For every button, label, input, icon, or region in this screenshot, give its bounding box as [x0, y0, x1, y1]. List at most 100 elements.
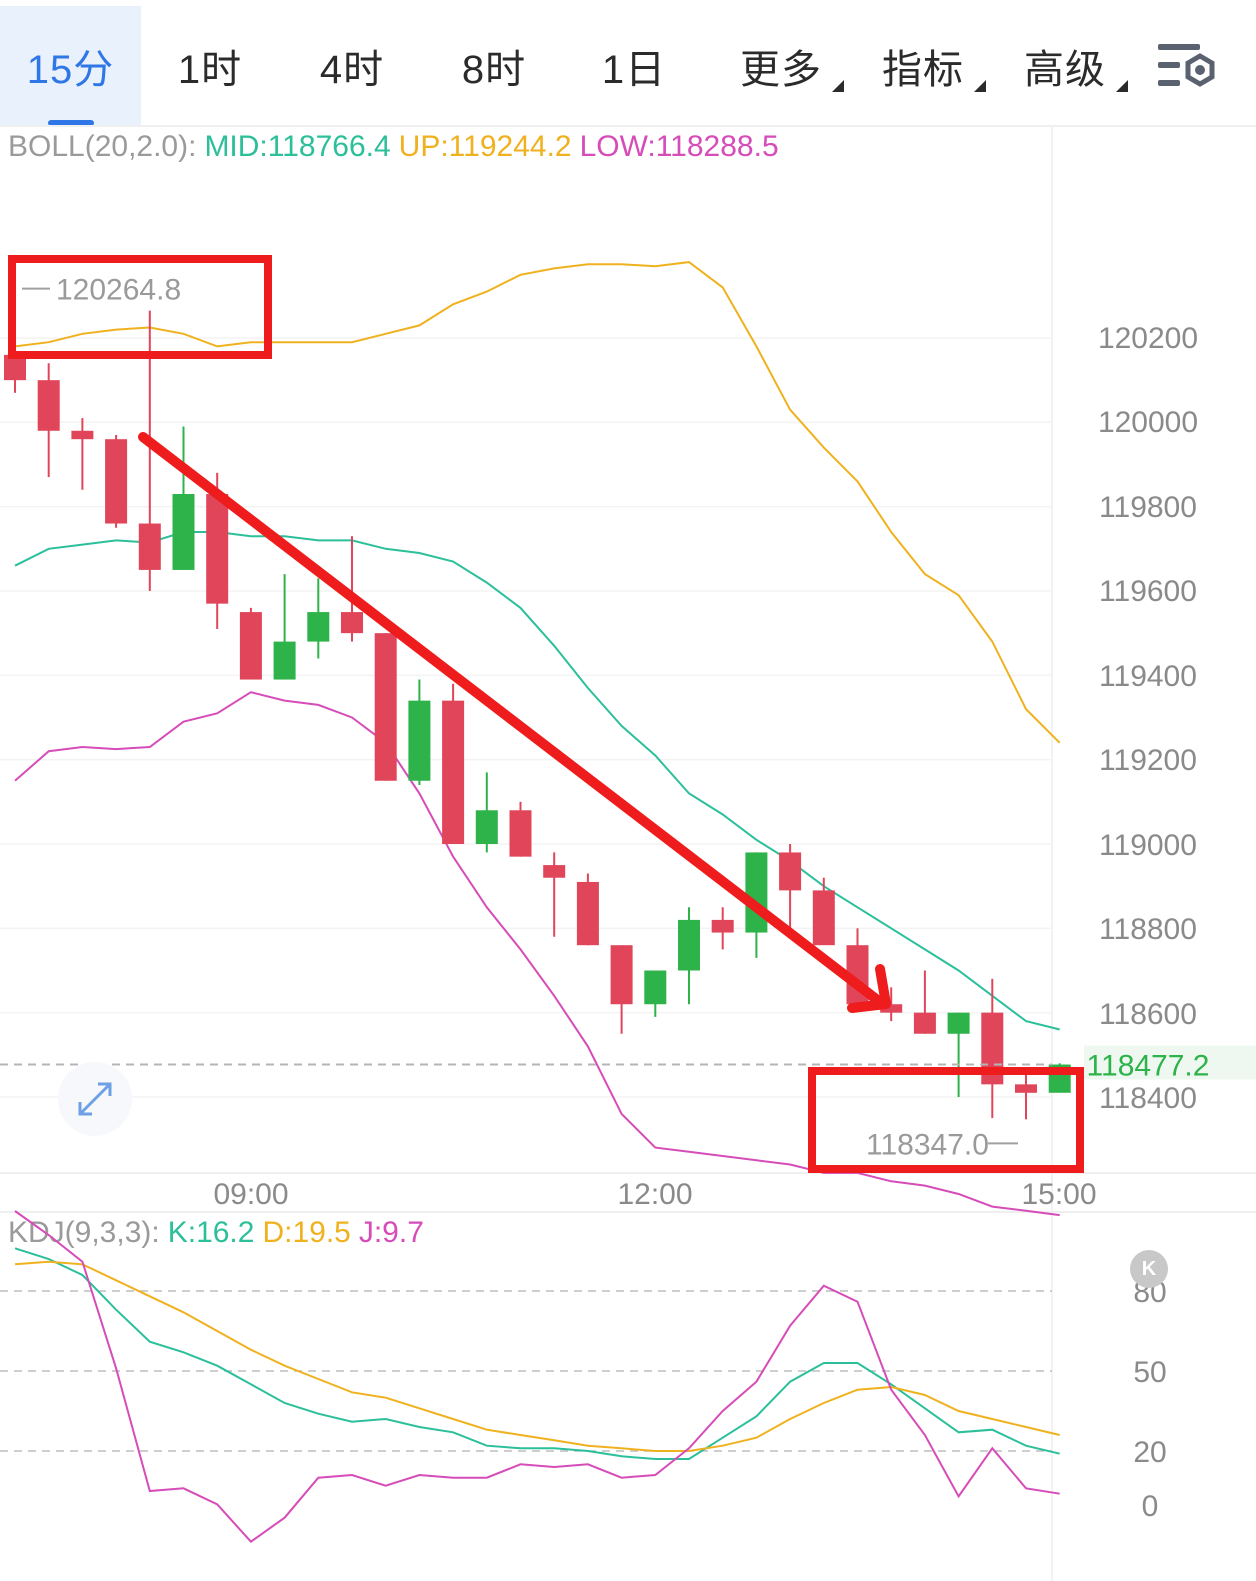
- candle: [711, 907, 734, 950]
- kdj-lines: [14, 1210, 1060, 1544]
- boll-up-value: UP:119244.2: [398, 130, 572, 163]
- tab-advanced-dropdown[interactable]: 高级: [1006, 6, 1128, 126]
- candle-body: [239, 612, 262, 680]
- tab-label: 指标: [882, 48, 964, 92]
- timeframe-tab-bar: 15分 1时 4时 8时 1日 更多 指标 高级: [0, 0, 1256, 126]
- k-badge-icon[interactable]: K: [1130, 1250, 1168, 1288]
- price-tick: 119400: [1099, 660, 1197, 693]
- candle: [543, 852, 566, 937]
- price-tick: 119600: [1099, 575, 1197, 608]
- candle-body: [1015, 1084, 1037, 1093]
- candle: [71, 418, 94, 490]
- boll-lower-line: [14, 691, 1060, 1217]
- candle: [374, 633, 397, 781]
- candle-body: [880, 1004, 903, 1013]
- tab-indicators-dropdown[interactable]: 指标: [864, 6, 986, 126]
- candle: [576, 873, 599, 946]
- candle-body: [408, 700, 431, 781]
- tab-8h[interactable]: 8时: [434, 6, 554, 126]
- price-tick: 119200: [1099, 744, 1197, 777]
- candle: [779, 844, 802, 929]
- kdj-d-value: D:19.5: [262, 1216, 351, 1249]
- low-price-marker: 118347.0: [866, 1128, 1018, 1161]
- candle: [37, 363, 60, 478]
- candle: [812, 877, 835, 946]
- candle-body: [711, 919, 734, 933]
- indicator-settings-icon: [1158, 44, 1215, 87]
- candle-body: [442, 700, 465, 844]
- candle: [172, 426, 195, 570]
- high-price-marker: 120264.8: [22, 274, 181, 307]
- price-tick: 119000: [1099, 829, 1197, 862]
- price-axis: 120200 120000 119800 119600 119400 11920…: [1098, 322, 1198, 1115]
- candle: [105, 434, 128, 528]
- expand-chart-button[interactable]: [58, 1062, 132, 1136]
- candle: [678, 907, 700, 1005]
- time-tick: 12:00: [617, 1178, 692, 1211]
- kdj-tick: 50: [1133, 1356, 1166, 1389]
- boll-label: BOLL(20,2.0):: [8, 130, 197, 163]
- tab-15min[interactable]: 15分: [0, 6, 141, 126]
- kdj-gridlines: [0, 1290, 1052, 1452]
- candle: [475, 772, 498, 853]
- candle-body: [913, 1012, 936, 1034]
- kdj-tick: 0: [1142, 1490, 1159, 1523]
- dropdown-caret-icon: [832, 80, 844, 92]
- candle-body: [576, 881, 599, 946]
- tab-label: 更多: [740, 48, 822, 92]
- kdj-indicator-header: KDJ(9,3,3): K:16.2 D:19.5 J:9.7: [8, 1216, 432, 1250]
- current-price-label: 118477.2: [1087, 1049, 1210, 1082]
- boll-mid-line: [14, 531, 1060, 1031]
- tab-1h[interactable]: 1时: [150, 6, 270, 126]
- candle-body: [71, 430, 94, 440]
- kdj-k-line: [14, 1247, 1060, 1460]
- tab-label: 4时: [319, 48, 385, 92]
- tab-label: 高级: [1024, 48, 1106, 92]
- boll-indicator-header: BOLL(20,2.0): MID:118766.4 UP:119244.2 LOW:…: [8, 130, 787, 164]
- kdj-j-value: J:9.7: [358, 1216, 424, 1249]
- tab-4h[interactable]: 4时: [292, 6, 412, 126]
- tab-more-dropdown[interactable]: 更多: [722, 6, 844, 126]
- candle: [981, 978, 1004, 1119]
- indicator-settings-button[interactable]: [1156, 40, 1220, 96]
- downtrend-arrow-shaft: [138, 432, 885, 1007]
- candle: [408, 679, 431, 785]
- dropdown-caret-icon: [974, 80, 986, 92]
- candle-body: [475, 810, 498, 844]
- candle: [947, 1012, 970, 1097]
- candle-body: [374, 633, 397, 781]
- dropdown-caret-icon: [1116, 80, 1128, 92]
- candle-body: [509, 810, 532, 857]
- candle-body: [172, 494, 195, 570]
- candle-body: [543, 865, 566, 878]
- candle: [307, 578, 330, 659]
- candle-body: [678, 919, 700, 971]
- candle: [610, 945, 633, 1034]
- annotations: [8, 255, 1084, 1173]
- tab-1d[interactable]: 1日: [574, 6, 694, 126]
- time-axis: 09:00 12:00 15:00: [213, 1178, 1096, 1211]
- candle-body: [981, 1012, 1004, 1085]
- kdj-d-line: [14, 1260, 1060, 1452]
- candle: [880, 987, 903, 1022]
- candle-body: [273, 641, 296, 680]
- tab-label: 8时: [461, 48, 527, 92]
- downtrend-arrow-head: [847, 964, 891, 1013]
- candle-body: [610, 945, 633, 1005]
- price-tick: 120200: [1098, 322, 1198, 355]
- price-tick: 120000: [1098, 406, 1198, 439]
- candle-body: [947, 1012, 970, 1034]
- candle: [442, 683, 465, 844]
- active-tab-indicator: [47, 120, 94, 126]
- kdj-label: KDJ(9,3,3):: [8, 1216, 160, 1249]
- candle: [341, 536, 363, 642]
- candles: [4, 310, 1071, 1120]
- candle-body: [138, 523, 161, 570]
- candle: [273, 574, 296, 680]
- tab-label: 15分: [26, 48, 115, 92]
- high-highlight-box: [8, 255, 272, 359]
- tab-label: 1日: [601, 48, 667, 92]
- boll-upper-line: [14, 261, 1061, 744]
- kdj-tick: 20: [1133, 1436, 1166, 1469]
